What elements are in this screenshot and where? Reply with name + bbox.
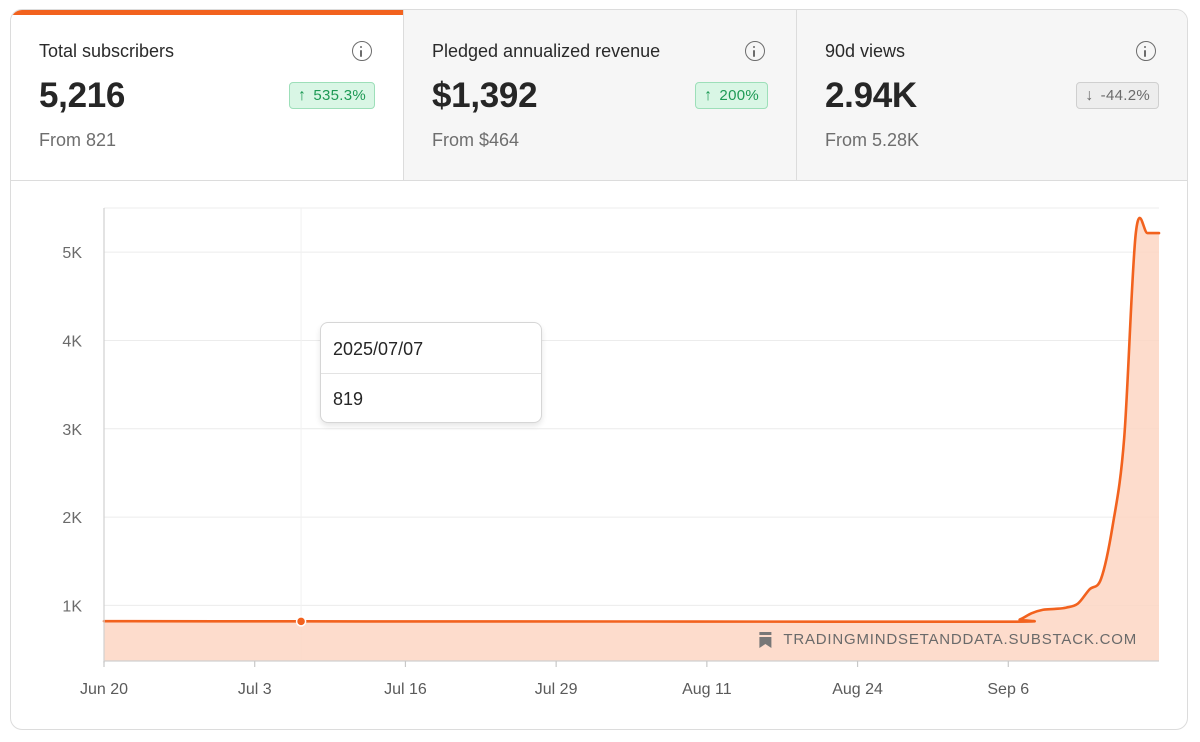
change-value: -44.2%: [1100, 87, 1150, 104]
stat-label: Pledged annualized revenue: [432, 41, 661, 61]
stat-value: 2.94K: [825, 76, 917, 115]
y-tick-label: 2K: [62, 510, 82, 527]
stat-label: 90d views: [825, 41, 906, 61]
highlight-point: [295, 616, 307, 627]
change-badge: ↑ 535.3%: [289, 82, 375, 109]
stat-total-subscribers[interactable]: Total subscribers 5,216 ↑ 535.3% From 82…: [11, 10, 403, 180]
stat-from: From 821: [39, 130, 117, 150]
tooltip-divider: [321, 373, 541, 374]
active-tab-indicator: [11, 10, 403, 15]
change-badge: ↓ -44.2%: [1076, 82, 1159, 109]
y-tick-label: 5K: [62, 245, 82, 262]
x-tick-label: Jul 29: [535, 681, 578, 698]
x-tick-label: Jul 16: [384, 681, 427, 698]
tooltip-value: 819: [333, 389, 364, 409]
tooltip-date: 2025/07/07: [333, 339, 424, 359]
stat-value: 5,216: [39, 76, 126, 115]
stat-value: $1,392: [432, 76, 538, 115]
stat-from: From 5.28K: [825, 130, 920, 150]
x-tick-label: Jul 3: [238, 681, 272, 698]
watermark-text: TRADINGMINDSETANDDATA.SUBSTACK.COM: [783, 631, 1137, 648]
x-tick-label: Sep 6: [987, 681, 1029, 698]
series-line: [102, 216, 1161, 624]
stat-90d-views[interactable]: 90d views 2.94K ↓ -44.2% From 5.28K: [796, 10, 1187, 180]
y-tick-label: 3K: [62, 422, 82, 439]
x-tick-label: Jun 20: [80, 681, 128, 698]
info-icon[interactable]: [1136, 41, 1156, 61]
series-area: [104, 217, 1159, 661]
change-value: 535.3%: [313, 87, 366, 104]
chart-tooltip: 2025/07/07 819: [320, 322, 542, 423]
y-tick-label: 1K: [62, 598, 82, 615]
arrow-up-icon: ↑: [298, 86, 307, 104]
arrow-up-icon: ↑: [704, 86, 713, 104]
chart-svg: 1K 2K 3K 4K 5K Jun 20 Jul 3 Jul 16 Jul 29 Aug 11 A…: [62, 207, 1161, 698]
x-tick-label: Aug 24: [832, 681, 883, 698]
dashboard-card: Total subscribers 5,216 ↑ 535.3% From 82…: [10, 9, 1188, 730]
stat-label: Total subscribers: [39, 41, 175, 61]
subscribers-chart[interactable]: 1K 2K 3K 4K 5K Jun 20 Jul 3 Jul 16 Jul 29 Aug 11 A…: [11, 181, 1187, 729]
arrow-down-icon: ↓: [1085, 86, 1094, 104]
stat-from: From $464: [432, 130, 520, 150]
y-tick-label: 4K: [62, 333, 82, 350]
bookmark-icon: [759, 632, 772, 648]
info-icon[interactable]: [745, 41, 765, 61]
info-icon[interactable]: [352, 41, 372, 61]
stat-pledged-revenue[interactable]: Pledged annualized revenue $1,392 ↑ 200%…: [403, 10, 796, 180]
change-value: 200%: [719, 87, 759, 104]
change-badge: ↑ 200%: [695, 82, 768, 109]
x-tick-label: Aug 11: [682, 681, 732, 698]
stats-row: Total subscribers 5,216 ↑ 535.3% From 82…: [11, 10, 1187, 181]
